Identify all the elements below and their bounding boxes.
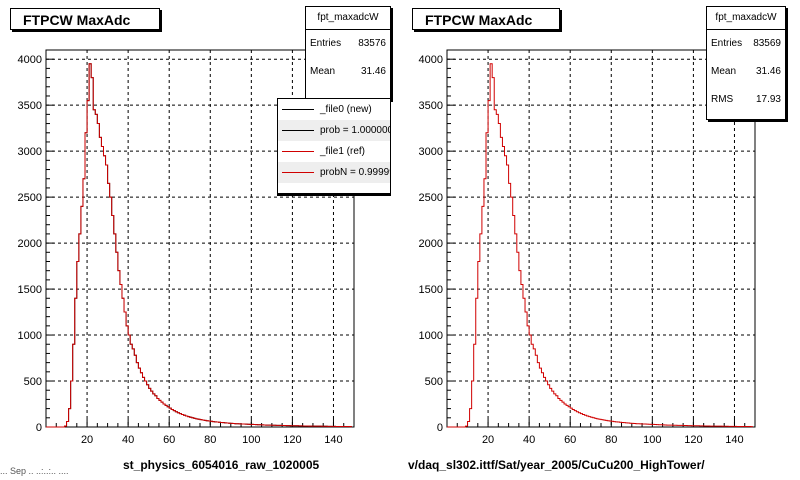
stats-row-mean: Mean 31.46 — [306, 58, 390, 86]
x-tick-label: 40 — [523, 434, 535, 446]
y-tick-label: 2000 — [18, 238, 42, 250]
x-tick-label: 60 — [163, 434, 175, 446]
y-tick-label: 4000 — [18, 54, 42, 66]
legend-entry-new: _file0 (new) — [278, 99, 390, 120]
stats-row-entries: Entries 83576 — [306, 30, 390, 58]
stats-label: Mean — [711, 66, 737, 77]
y-tick-label: 2500 — [18, 192, 42, 204]
x-tick-label: 60 — [564, 434, 576, 446]
y-tick-label: 1500 — [18, 284, 42, 296]
legend-label: probN = 0.999990 — [320, 167, 390, 178]
stats-histogram-name: fpt_maxadcW — [306, 7, 390, 30]
stats-value: 31.46 — [360, 66, 386, 77]
y-tick-label: 1000 — [18, 330, 42, 342]
timestamp-fragment: ... Sep .. ..:..:.. .... — [0, 466, 69, 476]
panel-title-left: FTPCW MaxAdc — [10, 8, 160, 30]
y-tick-label: 1500 — [419, 284, 443, 296]
x-axis-title-right: v/daq_sl302.ittf/Sat/year_2005/CuCu200_H… — [408, 458, 705, 472]
legend-line-swatch — [282, 172, 314, 173]
y-tick-label: 3500 — [419, 100, 443, 112]
x-tick-label: 120 — [684, 434, 702, 446]
stats-label: Entries — [711, 38, 743, 49]
legend-line-swatch — [282, 130, 314, 131]
x-axis-title-left: st_physics_6054016_raw_1020005 — [123, 458, 320, 472]
y-tick-label: 2500 — [419, 192, 443, 204]
stats-label: Mean — [310, 66, 336, 77]
legend-line-swatch — [282, 109, 314, 110]
x-tick-label: 100 — [643, 434, 661, 446]
y-tick-label: 3000 — [419, 146, 443, 158]
stats-label: Entries — [310, 38, 342, 49]
legend-entry-probn: probN = 0.999990 — [278, 162, 390, 183]
stats-value: 31.46 — [755, 66, 781, 77]
y-tick-label: 2000 — [419, 238, 443, 250]
x-tick-label: 100 — [242, 434, 260, 446]
stats-value: 17.93 — [755, 94, 781, 105]
stats-value: 83576 — [358, 38, 386, 49]
x-tick-label: 20 — [81, 434, 93, 446]
legend-label: _file1 (ref) — [320, 146, 366, 157]
x-tick-label: 140 — [725, 434, 743, 446]
histogram-series-0 — [447, 63, 753, 428]
stats-histogram-name: fpt_maxadcW — [707, 7, 785, 30]
x-tick-label: 80 — [605, 434, 617, 446]
y-tick-label: 3000 — [18, 146, 42, 158]
x-tick-label: 140 — [324, 434, 342, 446]
x-tick-label: 120 — [283, 434, 301, 446]
y-tick-label: 0 — [437, 422, 443, 434]
y-tick-label: 0 — [36, 422, 42, 434]
stats-row-mean: Mean 31.46 — [707, 58, 785, 86]
chart-panel-1: 0 500 1000 1500 2000 2500 3000 3500 4000 20 40 60 80… — [419, 49, 756, 446]
y-tick-label: 4000 — [419, 54, 443, 66]
y-tick-label: 500 — [24, 376, 42, 388]
panel-title-right: FTPCW MaxAdc — [412, 8, 560, 30]
stats-box-right: fpt_maxadcW Entries 83569 Mean 31.46 RMS… — [706, 6, 786, 120]
legend-entry-prob: prob = 1.000000 — [278, 120, 390, 141]
stats-value: 83569 — [753, 38, 781, 49]
x-tick-label: 80 — [204, 434, 216, 446]
stats-box-left: fpt_maxadcW Entries 83576 Mean 31.46 — [305, 6, 391, 100]
y-tick-label: 500 — [425, 376, 443, 388]
y-tick-label: 3500 — [18, 100, 42, 112]
x-tick-label: 20 — [482, 434, 494, 446]
legend-entry-ref: _file1 (ref) — [278, 141, 390, 162]
y-tick-label: 1000 — [419, 330, 443, 342]
legend-label: _file0 (new) — [320, 104, 372, 115]
histogram-series-1 — [46, 63, 352, 428]
legend-line-swatch — [282, 151, 314, 152]
stats-row-entries: Entries 83569 — [707, 30, 785, 58]
legend-label: prob = 1.000000 — [320, 125, 391, 136]
x-tick-label: 40 — [122, 434, 134, 446]
plot-frame — [446, 49, 756, 428]
stats-row-rms: RMS 17.93 — [707, 86, 785, 114]
stats-label: RMS — [711, 94, 734, 105]
legend-box: _file0 (new) prob = 1.000000 _file1 (ref… — [277, 98, 391, 194]
